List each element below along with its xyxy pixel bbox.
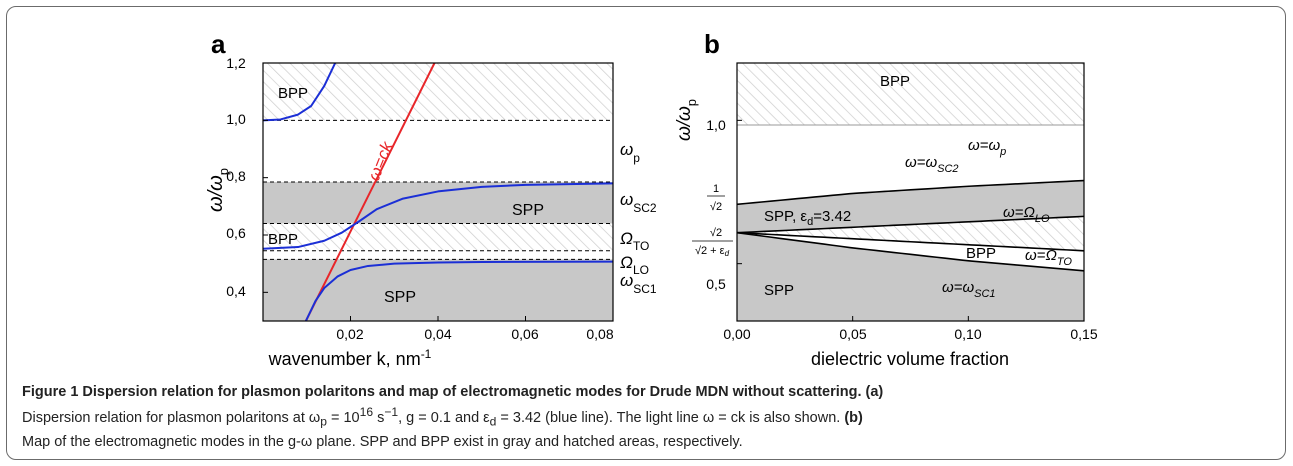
- caption-a-tag: (a): [865, 384, 884, 400]
- a-bpp-top-label: BPP: [278, 85, 308, 102]
- b-ytick-label: 1,0: [706, 117, 726, 133]
- caption-a-text4: , g = 0.1 and ε: [398, 409, 490, 426]
- b-bpp-mid-area: [737, 216, 1084, 251]
- b-y-axis-label: ω/ωp: [674, 99, 699, 141]
- a-label-omega-sc2: ωSC2: [620, 190, 657, 215]
- b-bpp-top-label: BPP: [880, 73, 910, 90]
- panel-a-plot: [263, 63, 613, 321]
- b-xtick-label: 0,15: [1070, 326, 1097, 342]
- caption-a-sub2: d: [489, 414, 497, 429]
- b-spp-low-area: [737, 232, 1084, 321]
- b-ytick-frac1-num: 1: [713, 183, 719, 195]
- boundary-curve: [737, 179, 1084, 206]
- a-spp-low-label: SPP: [384, 289, 416, 306]
- panel-a-letter: a: [211, 29, 226, 59]
- b-ytick-frac2-num: √2: [710, 227, 722, 239]
- series-line: [304, 260, 613, 321]
- a-light-line-label: ω=ck: [364, 138, 397, 184]
- b-label-omega-lo: ω=ΩLO: [1003, 204, 1050, 225]
- a-xtick-label: 0,02: [336, 326, 363, 342]
- caption-a-text: Dispersion relation for plasmon polarito…: [22, 409, 321, 426]
- series-line: [304, 63, 436, 321]
- a-xtick-label: 0,06: [511, 326, 538, 342]
- panel-b-plot: [737, 63, 1084, 321]
- caption-line-1: Figure 1 Dispersion relation for plasmon…: [22, 382, 1272, 402]
- a-label-omega-to: ΩTO: [620, 229, 649, 253]
- b-label-omega-p: ω=ωp: [968, 137, 1006, 158]
- b-label-omega-sc2: ω=ωSC2: [905, 154, 959, 175]
- caption-a-text3: s: [373, 409, 385, 426]
- b-ytick-frac1-den: √2: [710, 201, 722, 213]
- panel-b-curves: [737, 179, 1084, 272]
- bpp-top-area: [263, 63, 613, 121]
- a-label-omega-sc1: ωSC1: [620, 271, 657, 296]
- b-x-axis-label: dielectric volume fraction: [811, 349, 1009, 369]
- caption-a-sup: 16: [359, 405, 374, 419]
- figure-caption: Figure 1 Dispersion relation for plasmon…: [22, 382, 1272, 452]
- b-bpp-mid-label: BPP: [966, 245, 996, 262]
- a-label-omega-lo: ΩLO: [620, 253, 649, 277]
- caption-line-2: Dispersion relation for plasmon polarito…: [22, 402, 1272, 432]
- panel-b-ticks: [736, 119, 1085, 321]
- boundary-curve: [737, 231, 1084, 252]
- caption-line-3: Map of the electromagnetic modes in the …: [22, 432, 1272, 452]
- a-xtick-label: 0,04: [424, 326, 451, 342]
- figure-svg: a 1,2 1,0 0,8 0,6 0,4 0,02 0,04 0,06 0,0…: [205, 29, 1098, 369]
- series-line: [263, 182, 613, 250]
- a-label-omega-p: ωp: [620, 140, 640, 165]
- bpp-mid-area: [263, 223, 613, 251]
- boundary-curve: [737, 215, 1084, 234]
- a-ytick-label: 0,4: [226, 283, 246, 299]
- b-spp-mid-label: SPP, εd=3.42: [764, 208, 851, 228]
- a-xtick-label: 0,08: [586, 326, 613, 342]
- caption-a-sub: p: [320, 414, 327, 429]
- b-bpp-top-area: [737, 63, 1084, 125]
- dashed-levels: [263, 119, 613, 260]
- panel-a-series: [263, 63, 613, 321]
- caption-b-text: Map of the electromagnetic modes in the …: [22, 433, 743, 450]
- caption-title: Figure 1 Dispersion relation for plasmon…: [22, 384, 862, 400]
- b-ytick-frac2-den: √2 + εd: [695, 245, 730, 258]
- spp-low-area: [263, 259, 613, 321]
- b-xtick-label: 0,05: [839, 326, 866, 342]
- a-ytick-label: 0,8: [226, 168, 246, 184]
- series-line: [263, 63, 337, 122]
- b-label-omega-to: ω=ΩTO: [1025, 247, 1072, 268]
- caption-a-text5: = 3.42 (blue line). The light line ω = c…: [496, 409, 841, 426]
- b-xtick-label: 0,00: [723, 326, 750, 342]
- a-ytick-label: 0,6: [226, 225, 246, 241]
- caption-b-tag: (b): [844, 409, 863, 426]
- b-spp-low-label: SPP: [764, 282, 794, 299]
- caption-a-text2: = 10: [326, 409, 360, 426]
- b-ytick-label: 0,5: [706, 276, 726, 292]
- a-ytick-label: 1,2: [226, 55, 246, 71]
- a-ytick-label: 1,0: [226, 111, 246, 127]
- panel-b-axes: [736, 62, 1085, 322]
- panel-a-ticks: [263, 62, 614, 321]
- b-xtick-label: 0,10: [954, 326, 981, 342]
- panel-b-letter: b: [704, 29, 720, 59]
- a-x-axis-label: wavenumber k, nm-1: [268, 347, 432, 369]
- boundary-curve: [737, 231, 1084, 272]
- spp-mid-area: [263, 181, 613, 224]
- caption-a-sup2: −1: [384, 405, 399, 419]
- a-y-axis-label: ω/ωp: [205, 168, 231, 212]
- b-label-omega-sc1: ω=ωSC1: [942, 279, 996, 300]
- a-spp-mid-label: SPP: [512, 202, 544, 219]
- a-bpp-mid-label: BPP: [268, 231, 298, 248]
